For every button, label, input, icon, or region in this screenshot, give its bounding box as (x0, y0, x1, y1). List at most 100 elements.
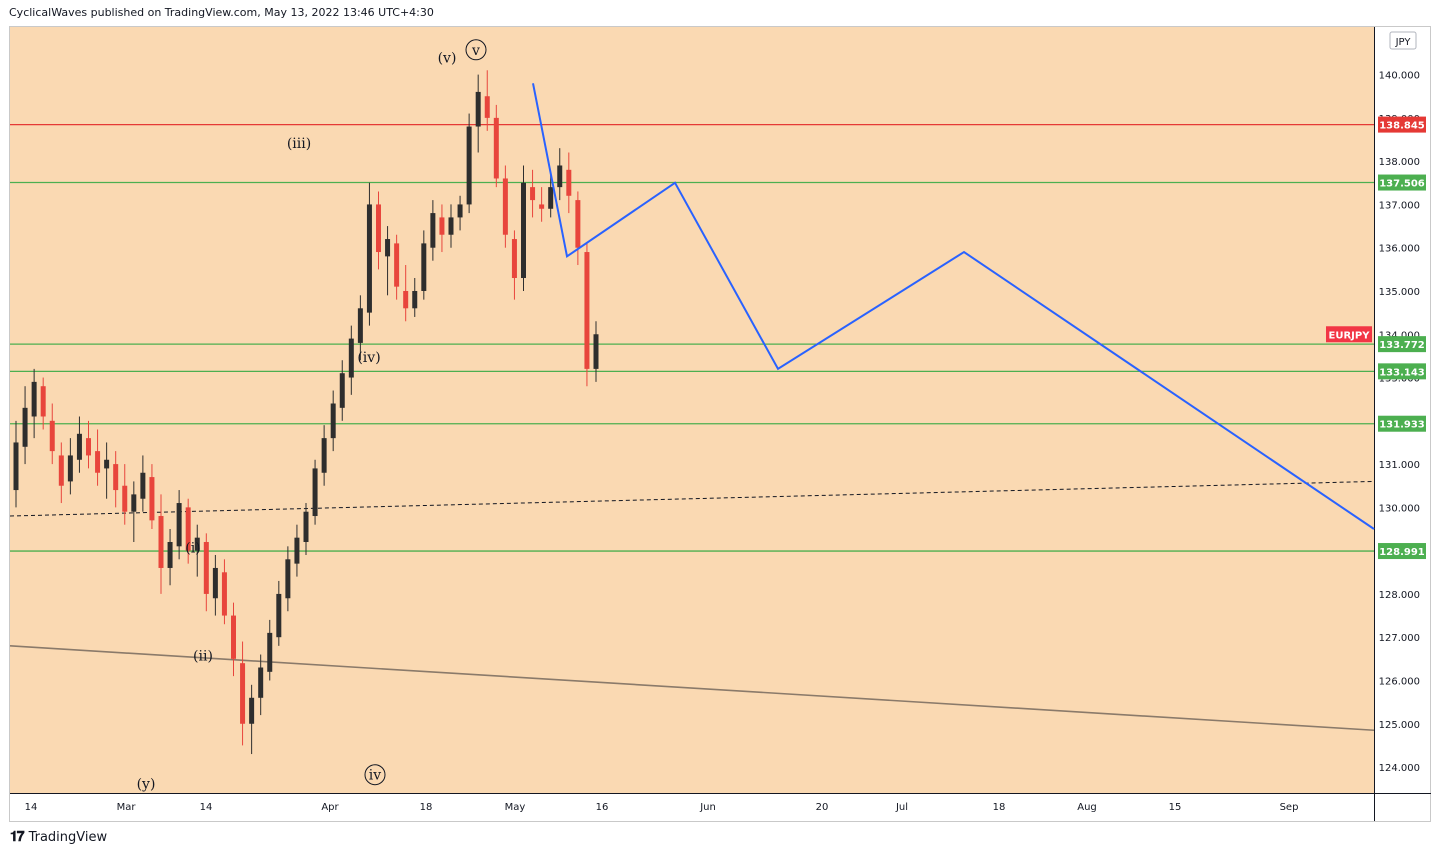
candle-body (95, 451, 101, 473)
candle-body (267, 632, 273, 672)
candle-body (285, 559, 291, 599)
price-tick-label: 140.000 (1379, 71, 1420, 82)
gray-trendline (9, 645, 1375, 732)
level-badge-label: 138.845 (1379, 121, 1425, 132)
dashed-trendline (9, 480, 1375, 517)
candle-body (330, 403, 336, 439)
wave-label: iv (369, 768, 381, 784)
candle-body (221, 572, 227, 616)
candle-body (502, 178, 508, 235)
price-axis-background (1375, 27, 1430, 793)
candle-body (412, 290, 418, 309)
price-axis[interactable]: JPY (1374, 27, 1431, 821)
candle-body (439, 217, 445, 235)
time-tick-label: Jul (895, 802, 908, 813)
wave-label: v (471, 43, 480, 59)
candle-body (258, 667, 264, 698)
wave-label-circle (465, 39, 487, 61)
projection-path[interactable] (532, 83, 1375, 530)
candle-body (67, 455, 73, 482)
time-tick-label: 18 (993, 802, 1006, 813)
candle-body (104, 459, 110, 469)
candle-body (140, 472, 146, 499)
wave-label: (i) (185, 540, 200, 556)
candle-body (557, 165, 563, 188)
time-tick-label: 14 (200, 802, 213, 813)
price-tick-label: 136.000 (1379, 244, 1420, 255)
support-level-badge (1378, 415, 1426, 432)
level-badge-label: 128.991 (1379, 547, 1425, 558)
candle-body (539, 204, 545, 209)
time-tick-label: 18 (420, 802, 433, 813)
wave-label: (ii) (193, 649, 213, 665)
time-tick-label: 15 (1169, 802, 1182, 813)
candle-body (185, 507, 191, 551)
level-badge-label: 131.933 (1379, 420, 1425, 431)
candle-body (131, 494, 137, 512)
wave-label: (iv) (357, 350, 380, 366)
candle-body (203, 541, 209, 594)
candle-body (448, 217, 454, 235)
support-level-badge (1378, 336, 1426, 353)
candle-body (357, 308, 363, 343)
price-tick-label: 131.000 (1379, 460, 1420, 471)
candle-body (212, 567, 218, 599)
support-level-badge (1378, 174, 1426, 191)
trendlines-layer (9, 480, 1375, 732)
candle-body (511, 239, 517, 279)
candle-body (339, 373, 345, 408)
symbol-badge (1326, 326, 1372, 343)
wave-label-circle (364, 764, 386, 786)
candle-body (49, 420, 55, 452)
currency-box (1389, 31, 1417, 50)
price-tick-label: 130.000 (1379, 503, 1420, 514)
price-tick-label: 124.000 (1379, 763, 1420, 774)
plot-background (10, 27, 1374, 793)
candle-body (530, 187, 536, 201)
candle-body (40, 386, 46, 417)
candle-body (122, 485, 128, 512)
price-badges-layer: 138.845 137.506 133.772 133.143 131.933 128.9… (1326, 116, 1426, 560)
candle-body (366, 204, 372, 313)
candle-body (231, 615, 236, 659)
candle-body (484, 96, 490, 118)
candle-body (22, 407, 28, 447)
price-tick-label: 127.000 (1379, 633, 1420, 644)
time-tick-label: Sep (1280, 802, 1299, 813)
time-tick-label: 14 (25, 802, 38, 813)
candle-body (385, 239, 391, 257)
candle-body (86, 438, 91, 456)
wave-label: (iii) (287, 136, 311, 152)
candle-body (403, 290, 409, 309)
price-tick-label: 126.000 (1379, 676, 1420, 687)
chart-frame (9, 26, 1431, 822)
time-tick-label: Aug (1077, 802, 1097, 813)
candles-layer (13, 70, 599, 755)
candle-body (548, 187, 554, 209)
price-tick-label: 138.000 (1379, 157, 1420, 168)
candle-body (584, 252, 590, 369)
candle-body (430, 213, 436, 248)
levels-layer (10, 123, 1374, 552)
candle-body (493, 117, 499, 179)
price-tick-label: 135.000 (1379, 287, 1420, 298)
candle-body (321, 438, 327, 473)
currency-label: JPY (1395, 37, 1412, 48)
time-tick-label: Apr (321, 802, 339, 813)
brand-footer: 𝟏𝟕 TradingView (10, 829, 107, 845)
candle-body (167, 541, 173, 568)
candle-body (31, 381, 37, 417)
candle-body (566, 169, 572, 196)
wave-label: (v) (438, 50, 457, 66)
time-tick-label: Mar (117, 802, 137, 813)
candle-body (176, 503, 182, 547)
support-level-badge (1378, 543, 1426, 560)
candle-body (76, 433, 82, 460)
candle-body (194, 537, 200, 551)
tradingview-logo-icon: 𝟏𝟕 (10, 829, 25, 845)
candle-body (457, 204, 463, 218)
time-tick-label: 20 (816, 802, 829, 813)
time-tick-label: Jun (699, 802, 716, 813)
publisher-header: CyclicalWaves published on TradingView.c… (9, 6, 434, 19)
